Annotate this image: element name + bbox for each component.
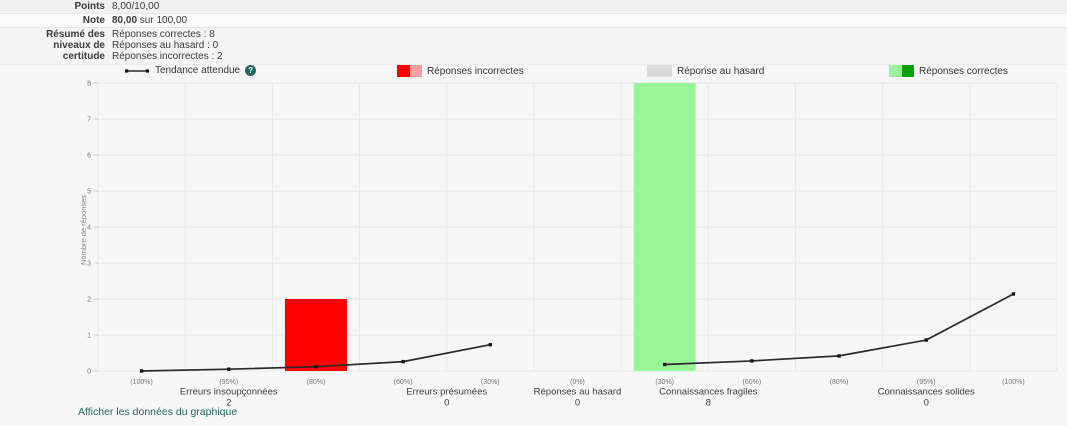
y-tick-label: 0	[87, 369, 91, 376]
x-group-count: 0	[575, 398, 580, 409]
help-icon[interactable]: ?	[245, 65, 257, 76]
certainty-chart: 0 1 2 3 4 5 6 7 8 Nombre de réponses (100%) (95%) (8…	[0, 80, 1067, 415]
legend-item-expected-trend[interactable]: Tendance attendue ?	[124, 65, 257, 76]
y-tick-label: 4	[87, 225, 91, 232]
grade-row: Note 80,00 sur 100,00	[0, 14, 1067, 28]
x-tick-label: (100%)	[1002, 379, 1025, 386]
certainty-summary-label: Résumé des niveaux de certitude	[46, 29, 105, 62]
legend-label-random: Réponse au hasard	[677, 65, 765, 77]
certainty-summary-values: Réponses correctes : 8 Réponses au hasar…	[112, 29, 223, 62]
chart-bar	[284, 299, 347, 371]
x-tick-label: (80%)	[307, 379, 326, 386]
chart-canvas: 0 1 2 3 4 5 6 7 8 Nombre de réponses (100%) (95%) (8…	[79, 81, 1058, 409]
trend-point	[924, 338, 928, 342]
legend-item-random[interactable]: Réponse au hasard	[647, 65, 764, 77]
y-tick-label: 3	[87, 261, 91, 268]
x-tick-label: (0%)	[570, 379, 585, 386]
x-group-label: Erreurs insoupçonnées	[180, 387, 278, 398]
x-group-count: 8	[706, 398, 711, 409]
legend-label-correct: Réponses correctes	[919, 65, 1008, 77]
x-tick-label: (60%)	[394, 379, 413, 386]
y-tick-label: 6	[87, 153, 91, 160]
y-tick-label: 8	[87, 81, 91, 88]
show-chart-data-link[interactable]: Afficher les données du graphique	[78, 406, 238, 418]
x-tick-label: (30%)	[655, 379, 674, 386]
certainty-line-random: Réponses au hasard : 0	[112, 40, 219, 51]
x-tick-label: (80%)	[830, 379, 849, 386]
points-value: 8,00/10,00	[112, 1, 160, 12]
certainty-line-correct: Réponses correctes : 8	[112, 29, 215, 40]
trend-line-segment	[663, 293, 1015, 366]
trend-point	[314, 364, 318, 369]
x-group-count: 0	[444, 398, 449, 409]
legend-item-correct[interactable]: Réponses correctes	[889, 65, 1008, 77]
legend-label-incorrect: Réponses incorrectes	[427, 65, 524, 77]
chart-legend: Tendance attendue ? Réponses incorrectes…	[0, 65, 1067, 79]
points-label: Points	[74, 1, 105, 12]
trend-point	[227, 367, 231, 371]
x-group-label: Connaissances solides	[878, 387, 975, 398]
y-tick-label: 7	[87, 117, 91, 124]
x-group-label: Réponses au hasard	[534, 387, 622, 398]
legend-label-expected-trend: Tendance attendue	[155, 65, 241, 76]
x-group-label: Connaissances fragiles	[659, 387, 757, 398]
trend-point	[488, 343, 493, 347]
grade-value-bold: 80,00	[112, 15, 138, 26]
y-tick-label: 5	[87, 189, 91, 196]
trend-point	[401, 359, 405, 364]
y-tick-label: 2	[87, 297, 91, 304]
x-tick-label: (30%)	[481, 379, 500, 386]
trend-point	[139, 369, 144, 373]
y-axis-label: Nombre de réponses	[79, 195, 88, 265]
x-group-count: 2	[226, 398, 231, 409]
trend-point	[1011, 292, 1016, 296]
x-tick-label: (95%)	[219, 379, 238, 386]
x-group-count: 0	[924, 398, 929, 409]
certainty-summary-row: Résumé des niveaux de certitude Réponses…	[0, 28, 1067, 65]
trend-point	[662, 362, 667, 367]
grade-value: 80,00 sur 100,00	[112, 14, 187, 27]
trend-line-icon	[125, 68, 149, 73]
correct-swatch-icon	[889, 65, 914, 77]
x-tick-label: (100%)	[130, 379, 153, 386]
grade-value-suffix: sur 100,00	[137, 15, 188, 26]
x-tick-label: (95%)	[917, 379, 936, 386]
legend-item-incorrect[interactable]: Réponses incorrectes	[397, 65, 524, 77]
chart-bar	[633, 83, 696, 371]
certainty-line-incorrect: Réponses incorrectes : 2	[112, 51, 223, 62]
incorrect-swatch-icon	[397, 65, 422, 77]
trend-point	[750, 359, 754, 363]
results-summary-table: Points 8,00/10,00 Note 80,00 sur 100,00 …	[0, 0, 1067, 65]
x-group-label: Erreurs présumées	[406, 387, 487, 398]
points-row: Points 8,00/10,00	[0, 0, 1067, 14]
random-swatch-icon	[647, 65, 672, 77]
trend-point	[837, 354, 841, 358]
grade-label: Note	[82, 15, 105, 26]
x-tick-label: (60%)	[743, 379, 762, 386]
y-tick-label: 1	[87, 333, 91, 340]
